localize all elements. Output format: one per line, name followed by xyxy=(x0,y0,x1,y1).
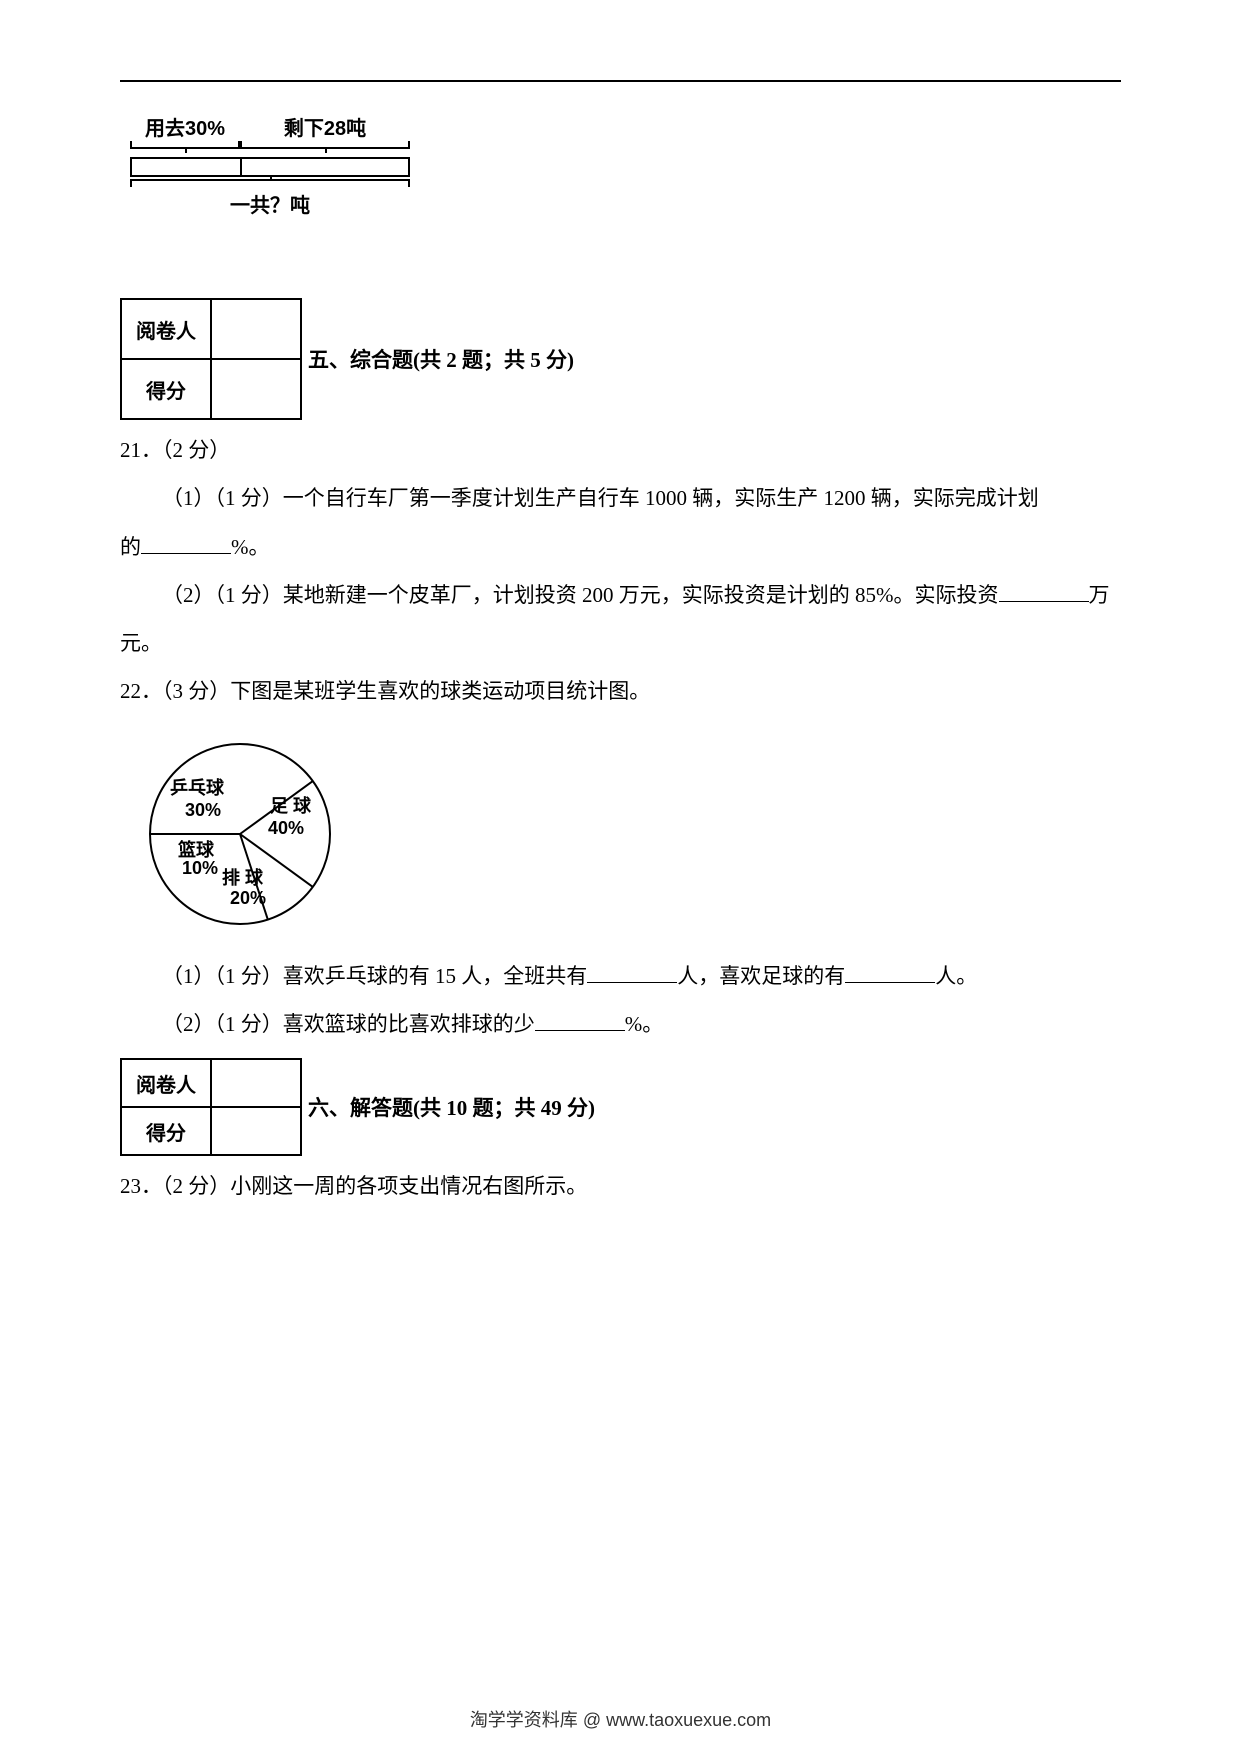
q21-p1-line1: （1）（1 分）一个自行车厂第一季度计划生产自行车 1000 辆，实际生产 12… xyxy=(120,474,1121,522)
q22-sub: （1）（1 分）喜欢乒乓球的有 15 人，全班共有 人，喜欢足球的有 人。 （2）（… xyxy=(120,952,1121,1049)
q21-p1-after: %。 xyxy=(231,535,270,559)
q22-p2: （2）（1 分）喜欢篮球的比喜欢排球的少 %。 xyxy=(120,1000,1121,1048)
q22: 22．（3 分）下图是某班学生喜欢的球类运动项目统计图。 xyxy=(120,667,1121,715)
scorer-value xyxy=(211,299,301,359)
top-rule xyxy=(120,80,1121,82)
scorer-box-5: 阅卷人 得分 xyxy=(120,298,302,420)
svg-text:足 球: 足 球 xyxy=(270,796,312,816)
blank xyxy=(999,581,1089,602)
scorer-label: 阅卷人 xyxy=(121,299,211,359)
q21-p2-line2: 元。 xyxy=(120,619,1121,667)
score-label: 得分 xyxy=(121,359,211,419)
q22-p1c: 人。 xyxy=(935,964,977,988)
pie-svg: 足 球40% 排 球20% 篮球10% 乒乓球30% xyxy=(130,734,350,934)
page: 用去30% 剩下28吨 一共？吨 阅卷人 得分 五、综合题(共 2 题；共 5 … xyxy=(0,0,1241,1754)
blank xyxy=(845,962,935,983)
section6-title: 六、解答题(共 10 题；共 49 分) xyxy=(308,1092,595,1122)
footer-text: 淘学学资料库 @ xyxy=(470,1710,606,1730)
q22-p2b: %。 xyxy=(625,1012,664,1036)
q21-p1-l2a: 的 xyxy=(120,535,141,559)
q22-p1a: （1）（1 分）喜欢乒乓球的有 15 人，全班共有 xyxy=(162,964,587,988)
brace-total xyxy=(130,179,410,187)
q22-header: 22．（3 分）下图是某班学生喜欢的球类运动项目统计图。 xyxy=(120,667,1121,715)
svg-text:30%: 30% xyxy=(185,800,221,820)
blank xyxy=(535,1010,625,1031)
svg-text:40%: 40% xyxy=(268,818,304,838)
q23: 23．（2 分）小刚这一周的各项支出情况右图所示。 xyxy=(120,1162,1121,1210)
svg-text:10%: 10% xyxy=(182,858,218,878)
bar-total-label: 一共？吨 xyxy=(130,189,410,218)
q21-p2-text: （2）（1 分）某地新建一个皮革厂，计划投资 200 万元，实际投资是计划的 8… xyxy=(162,583,999,607)
scorer-value xyxy=(211,1059,301,1107)
q21: 21．（2 分） （1）（1 分）一个自行车厂第一季度计划生产自行车 1000 … xyxy=(120,426,1121,667)
bar-divider xyxy=(132,159,242,175)
brace-remain xyxy=(240,141,410,149)
pie-chart: 足 球40% 排 球20% 篮球10% 乒乓球30% xyxy=(130,734,350,934)
score-value xyxy=(211,359,301,419)
q21-header: 21．（2 分） xyxy=(120,426,1121,474)
bar-used-label: 用去30% xyxy=(130,112,240,141)
page-footer: 淘学学资料库 @ www.taoxuexue.com xyxy=(0,1706,1241,1732)
q23-header: 23．（2 分）小刚这一周的各项支出情况右图所示。 xyxy=(120,1162,1121,1210)
bar-diagram: 用去30% 剩下28吨 一共？吨 xyxy=(130,112,1121,218)
scorer-label: 阅卷人 xyxy=(121,1059,211,1107)
score-label: 得分 xyxy=(121,1107,211,1155)
q22-p1: （1）（1 分）喜欢乒乓球的有 15 人，全班共有 人，喜欢足球的有 人。 xyxy=(120,952,1121,1000)
bar-rectangle xyxy=(130,157,410,177)
svg-text:20%: 20% xyxy=(230,888,266,908)
svg-text:篮球: 篮球 xyxy=(177,839,215,860)
bar-remain-label: 剩下28吨 xyxy=(240,112,410,141)
svg-text:排 球: 排 球 xyxy=(222,867,264,888)
svg-text:乒乓球: 乒乓球 xyxy=(170,778,225,798)
q21-p2-line1: （2）（1 分）某地新建一个皮革厂，计划投资 200 万元，实际投资是计划的 8… xyxy=(120,571,1121,619)
section5-title: 五、综合题(共 2 题；共 5 分) xyxy=(308,344,574,374)
section6-header: 阅卷人 得分 六、解答题(共 10 题；共 49 分) xyxy=(120,1058,1121,1156)
section5-header: 阅卷人 得分 五、综合题(共 2 题；共 5 分) xyxy=(120,298,1121,420)
blank xyxy=(587,962,677,983)
q21-p2-after: 万 xyxy=(1089,583,1110,607)
blank xyxy=(141,533,231,554)
score-value xyxy=(211,1107,301,1155)
q21-p1-text: （1）（1 分）一个自行车厂第一季度计划生产自行车 1000 辆，实际生产 12… xyxy=(162,486,1039,510)
q22-p1b: 人，喜欢足球的有 xyxy=(677,964,845,988)
q22-p2a: （2）（1 分）喜欢篮球的比喜欢排球的少 xyxy=(162,1012,535,1036)
brace-used xyxy=(130,141,240,149)
footer-url: www.taoxuexue.com xyxy=(606,1710,771,1730)
scorer-box-6: 阅卷人 得分 xyxy=(120,1058,302,1156)
q21-p1-line2: 的 %。 xyxy=(120,523,1121,571)
